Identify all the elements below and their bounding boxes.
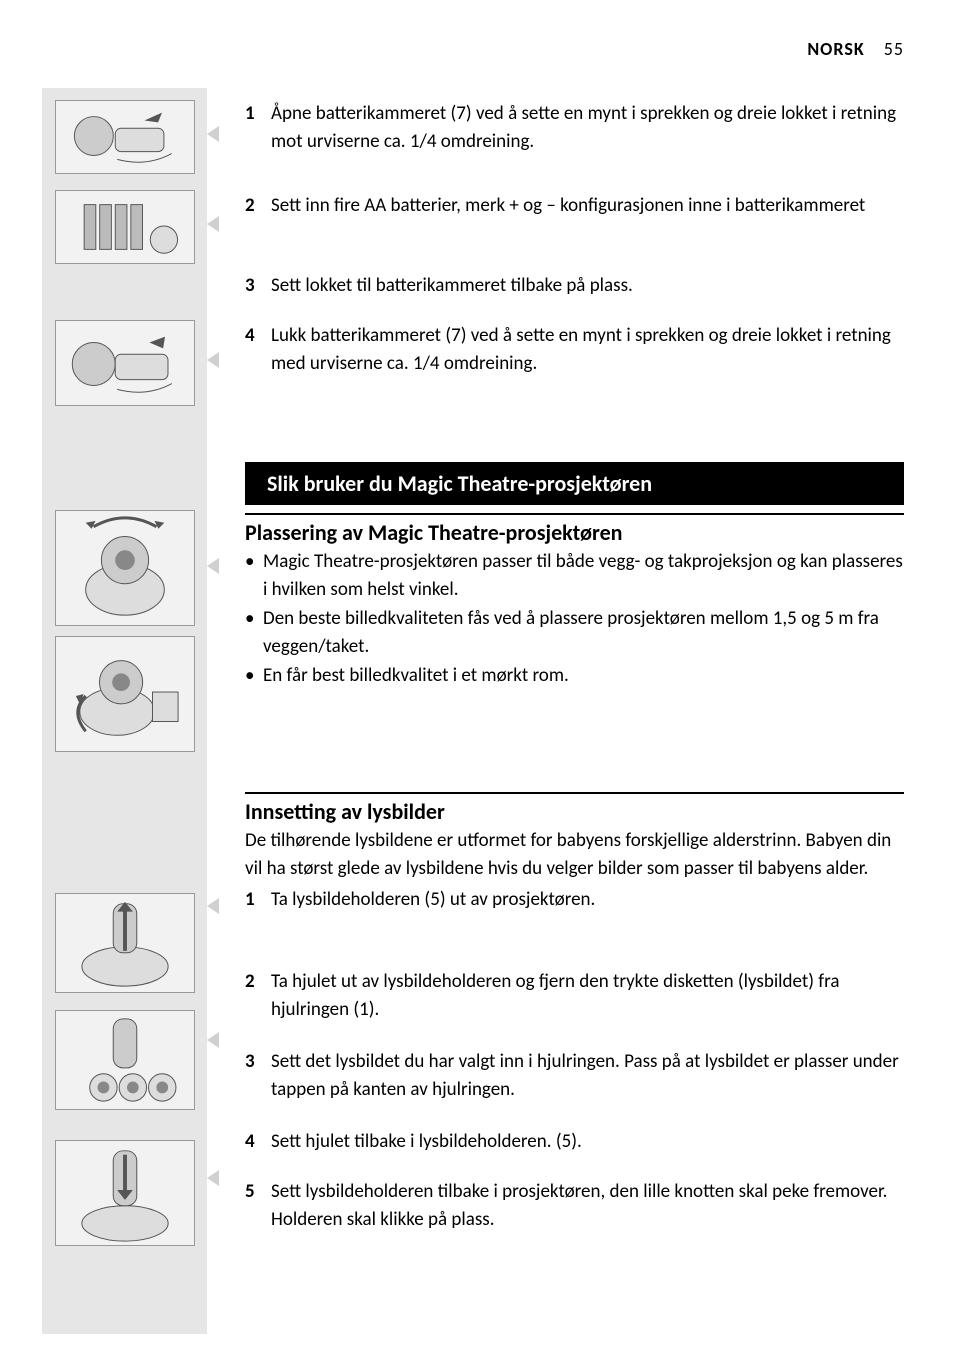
thumb-slide-insert	[55, 1140, 195, 1246]
thumb-battery-insert	[55, 190, 195, 264]
pointer-icon	[207, 558, 219, 574]
pointer-icon	[207, 1170, 219, 1186]
page-number: 55	[884, 38, 904, 60]
page-header: NORSK 55	[807, 38, 904, 60]
horizontal-rule	[245, 513, 904, 515]
battery-step: 3Sett lokket til batterikammeret tilbake…	[245, 272, 904, 300]
language-label: NORSK	[807, 38, 864, 60]
thumb-slide-change	[55, 1010, 195, 1110]
slides-step: 5Sett lysbildeholderen tilbake i prosjek…	[245, 1178, 904, 1233]
thumb-projector-tilt-1	[55, 510, 195, 626]
section-heading-bar: Slik bruker du Magic Theatre-prosjektøre…	[245, 462, 904, 505]
slides-step: 1Ta lysbildeholderen (5) ut av prosjektø…	[245, 886, 904, 914]
battery-step: 4Lukk batterikammeret (7) ved å sette en…	[245, 322, 904, 377]
pointer-icon	[207, 216, 219, 232]
slides-step: 2Ta hjulet ut av lysbildeholderen og fje…	[245, 968, 904, 1023]
placement-bullet: •En får best billedkvalitet i et mørkt r…	[245, 662, 904, 690]
slides-heading: Innsetting av lysbilder	[245, 798, 904, 825]
thumb-battery-open	[55, 100, 195, 174]
battery-step: 2Sett inn fire AA batterier, merk + og –…	[245, 192, 904, 220]
thumb-slide-remove	[55, 893, 195, 993]
placement-bullet: •Magic Theatre-prosjektøren passer til b…	[245, 548, 904, 603]
slides-intro: De tilhørende lysbildene er utformet for…	[245, 827, 904, 882]
thumb-projector-tilt-2	[55, 636, 195, 752]
placement-bullet: •Den beste billedkvaliteten fås ved å pl…	[245, 605, 904, 660]
pointer-icon	[207, 352, 219, 368]
pointer-icon	[207, 1032, 219, 1048]
placement-heading: Plassering av Magic Theatre-prosjektøren	[245, 519, 904, 546]
page: NORSK 55 1Åpne batterikammeret (7) ved å…	[0, 0, 954, 1350]
slides-step: 3Sett det lysbildet du har valgt inn i h…	[245, 1048, 904, 1103]
pointer-icon	[207, 898, 219, 914]
horizontal-rule	[245, 792, 904, 794]
slides-step: 4Sett hjulet tilbake i lysbildeholderen.…	[245, 1128, 904, 1156]
battery-step: 1Åpne batterikammeret (7) ved å sette en…	[245, 100, 904, 155]
thumb-battery-close	[55, 320, 195, 406]
pointer-icon	[207, 126, 219, 142]
